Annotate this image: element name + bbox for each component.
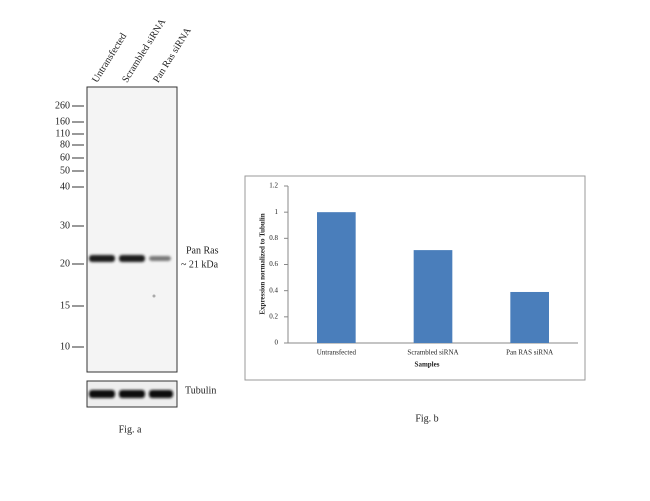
y-tick-label: 0 xyxy=(275,339,279,347)
x-axis-label: Samples xyxy=(415,361,440,369)
y-tick-label: 1 xyxy=(275,208,279,216)
marker-label: 30 xyxy=(60,220,70,231)
marker-label: 40 xyxy=(60,181,70,192)
loading-control-label: Tubulin xyxy=(185,385,216,396)
marker-label: 10 xyxy=(60,341,70,352)
band xyxy=(119,390,145,398)
y-axis-label: Expression normalized to Tubulin xyxy=(259,213,267,314)
marker-label: 60 xyxy=(60,152,70,163)
y-tick-label: 0.8 xyxy=(269,234,278,242)
y-tick-label: 0.6 xyxy=(269,260,278,268)
marker-label: 160 xyxy=(55,116,70,127)
bar xyxy=(317,212,356,343)
marker-label: 15 xyxy=(60,300,70,311)
caption: Fig. a xyxy=(119,424,142,435)
y-tick-label: 1.2 xyxy=(269,182,278,190)
band xyxy=(149,390,173,398)
band xyxy=(89,390,115,398)
bar xyxy=(510,291,549,343)
x-tick-label: Scrambled siRNA xyxy=(407,349,458,357)
spot xyxy=(152,294,156,298)
marker-label: 80 xyxy=(60,139,70,150)
caption: Fig. b xyxy=(415,413,438,424)
marker-label: 20 xyxy=(60,258,70,269)
y-tick-label: 0.4 xyxy=(269,286,278,294)
marker-label: 110 xyxy=(55,128,70,139)
bar xyxy=(413,250,453,343)
band-label: Pan Ras xyxy=(186,245,219,256)
band-size: ~ 21 kDa xyxy=(181,259,219,270)
marker-label: 50 xyxy=(60,165,70,176)
band xyxy=(119,255,145,262)
y-tick-label: 0.2 xyxy=(269,312,278,320)
marker-label: 260 xyxy=(55,100,70,111)
band xyxy=(149,256,171,261)
x-tick-label: Untransfected xyxy=(317,349,357,357)
x-tick-label: Pan RAS siRNA xyxy=(506,349,553,357)
band xyxy=(89,255,115,262)
blot-panel xyxy=(86,86,178,373)
